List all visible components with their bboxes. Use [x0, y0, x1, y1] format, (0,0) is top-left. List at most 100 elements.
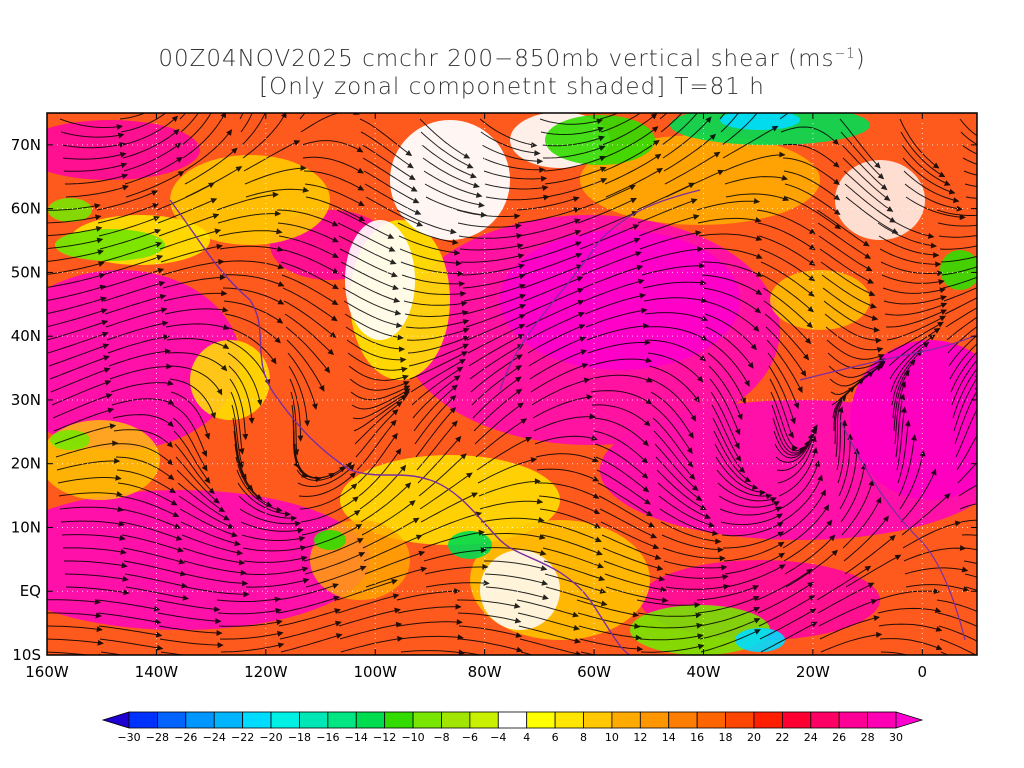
streamline: [175, 456, 220, 504]
streamline-arrow: [874, 162, 881, 169]
streamline: [359, 118, 412, 156]
streamline: [482, 547, 546, 555]
streamline: [287, 352, 317, 410]
streamline: [396, 209, 456, 233]
streamline-arrow: [300, 164, 307, 171]
colorbar: −30 −28 −26 −24 −22 −20 −18 −16 −14 −12 −10 −8 −6 −4 4…: [101, 711, 924, 744]
streamline: [777, 436, 816, 484]
streamline: [718, 495, 780, 508]
streamline-arrow: [359, 565, 367, 572]
streamline-arrow: [934, 607, 942, 614]
colorbar-swatch: [185, 711, 215, 729]
streamline: [540, 127, 604, 136]
streamline: [164, 308, 228, 315]
streamline-arrow: [460, 290, 467, 297]
streamline-arrow: [722, 574, 729, 581]
streamline-arrow: [997, 438, 1002, 443]
streamline: [286, 339, 325, 392]
streamline-arrow: [962, 586, 970, 592]
streamline-arrow: [646, 376, 653, 383]
streamline-arrow: [991, 313, 996, 317]
streamline: [936, 599, 977, 612]
streamline-arrow: [788, 431, 794, 439]
streamline-arrow: [883, 194, 891, 201]
streamline-arrow: [933, 588, 941, 595]
streamline-arrow: [900, 381, 906, 388]
streamline: [901, 493, 951, 536]
streamline-arrow: [480, 547, 488, 554]
streamline-arrow: [518, 324, 526, 330]
streamline: [63, 163, 127, 172]
streamline: [457, 612, 521, 623]
streamline-arrow: [875, 365, 883, 372]
streamline-arrow: [181, 582, 188, 589]
colorbar-label: −6: [462, 731, 478, 744]
streamline: [47, 612, 101, 617]
streamline-arrow: [996, 220, 1001, 224]
streamline: [638, 624, 702, 629]
streamline-arrow: [357, 200, 365, 207]
streamline: [768, 365, 796, 424]
streamline-arrow: [409, 500, 416, 507]
streamline-arrow: [414, 209, 422, 215]
streamline-arrow: [593, 508, 601, 514]
streamline-arrow: [96, 626, 103, 633]
streamline: [963, 170, 977, 176]
streamline-arrow: [238, 559, 246, 566]
streamline-arrow: [579, 336, 587, 343]
streamline: [903, 170, 959, 202]
streamline-arrow: [721, 564, 728, 571]
streamline-arrow: [101, 320, 109, 326]
streamline-arrow: [277, 642, 285, 649]
streamline: [181, 113, 212, 146]
streamline: [47, 285, 106, 301]
streamline: [174, 443, 215, 494]
streamline-arrow: [697, 643, 705, 650]
streamline-arrow: [399, 346, 406, 353]
streamline-arrow: [994, 212, 999, 216]
streamline: [472, 376, 522, 419]
streamline: [119, 508, 181, 529]
streamline: [701, 274, 762, 295]
colorbar-label: 26: [832, 731, 846, 744]
streamline: [303, 170, 364, 191]
streamline-arrow: [797, 386, 803, 394]
streamline: [543, 560, 605, 581]
streamline-arrow: [995, 295, 1000, 299]
streamline: [289, 378, 302, 441]
streamline-arrow: [400, 357, 407, 363]
streamline: [230, 391, 243, 454]
streamline: [299, 113, 306, 120]
streamline: [544, 573, 606, 593]
streamline-arrow: [392, 593, 400, 600]
streamline: [61, 143, 125, 149]
streamline: [47, 273, 105, 288]
streamline-arrow: [104, 380, 112, 386]
streamline-arrow: [778, 552, 786, 559]
streamline-arrow: [656, 565, 664, 571]
streamline-arrow: [986, 332, 991, 337]
streamline: [243, 140, 300, 172]
streamline-arrow: [997, 267, 1002, 271]
streamline-arrow: [94, 203, 101, 209]
streamline: [359, 465, 406, 510]
streamline: [98, 625, 162, 636]
streamline: [785, 196, 841, 230]
streamline-arrow: [516, 354, 523, 361]
streamline: [835, 395, 847, 458]
streamline-arrow: [662, 597, 669, 604]
streamline: [659, 508, 718, 535]
streamline: [579, 224, 639, 250]
streamline-arrow: [652, 543, 660, 550]
streamline-arrow: [103, 367, 111, 374]
streamline-arrow: [163, 334, 170, 341]
streamline-arrow: [754, 217, 762, 223]
streamline-arrow: [899, 393, 906, 401]
streamline: [336, 579, 397, 601]
streamline: [640, 644, 704, 653]
streamline-arrow: [909, 359, 916, 366]
streamline-arrow: [592, 493, 600, 499]
streamline-arrow: [105, 393, 113, 399]
streamline-arrow: [578, 311, 585, 318]
streamline: [762, 287, 813, 328]
